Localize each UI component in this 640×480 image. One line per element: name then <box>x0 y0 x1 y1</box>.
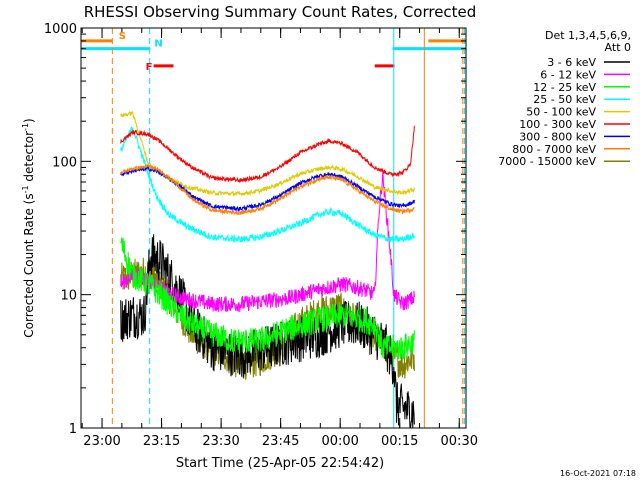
x-tick-label: 23:15 <box>143 434 180 449</box>
x-tick-label: 23:30 <box>202 434 239 449</box>
series-line-1 <box>120 170 415 312</box>
series-line-2 <box>120 237 415 360</box>
legend-label-1: 6 - 12 keV <box>540 68 596 81</box>
y-axis-label-sup1: -1 <box>21 185 30 193</box>
legend-label-2: 12 - 25 keV <box>533 81 596 94</box>
x-axis-label: Start Time (25-Apr-05 22:54:42) <box>176 456 384 471</box>
x-tick-label: 00:00 <box>321 434 358 449</box>
legend-label-6: 300 - 800 keV <box>519 130 596 143</box>
series-line-5 <box>120 125 415 184</box>
legend-header-line2: Att 0 <box>605 41 631 54</box>
x-tick-label: 23:00 <box>83 434 120 449</box>
y-axis-label-main: Corrected Count Rate (s <box>22 193 36 337</box>
legend-label-3: 25 - 50 keV <box>533 93 596 106</box>
y-axis: 1 10 100 1000 <box>44 22 466 437</box>
x-tick-label: 23:45 <box>262 434 299 449</box>
series-line-7 <box>120 163 415 216</box>
series-line-4 <box>120 110 415 197</box>
chart-title: RHESSI Observing Summary Count Rates, Co… <box>84 3 477 21</box>
x-axis: 23:00 23:15 23:30 23:45 00:00 00:15 00:30 <box>81 28 478 449</box>
annotation-S: S <box>119 31 126 42</box>
x-tick-label: 00:30 <box>441 434 478 449</box>
y-axis-label-mid: detector <box>22 131 36 186</box>
y-tick-label: 1000 <box>44 22 77 37</box>
legend-header-line1: Det 1,3,4,5,6,9, <box>545 29 631 42</box>
y-axis-label: Corrected Count Rate (s-1 detector-1) <box>21 118 36 337</box>
y-tick-label: 1 <box>69 422 77 437</box>
legend-label-4: 50 - 100 keV <box>526 106 596 119</box>
series-lines <box>120 110 415 428</box>
x-tick-label: 00:15 <box>381 434 418 449</box>
annotation-N: N <box>154 39 162 50</box>
legend-label-0: 3 - 6 keV <box>547 56 596 69</box>
annotation-F: F <box>146 62 153 73</box>
legend-label-5: 100 - 300 keV <box>519 118 596 131</box>
legend-label-7: 800 - 7000 keV <box>512 143 596 156</box>
plot-frame <box>80 27 467 429</box>
y-axis-label-sup2: -1 <box>21 123 30 131</box>
annotation-labels: S N F <box>119 31 163 73</box>
y-tick-label: 10 <box>60 289 77 304</box>
y-axis-label-end: ) <box>22 118 36 123</box>
y-tick-label: 100 <box>52 155 77 170</box>
series-line-3 <box>120 126 415 244</box>
footer-timestamp: 16-Oct-2021 07:18 <box>560 469 636 478</box>
legend-label-8: 7000 - 15000 keV <box>498 155 596 168</box>
event-markers <box>111 28 465 428</box>
flag-bars <box>81 39 466 68</box>
